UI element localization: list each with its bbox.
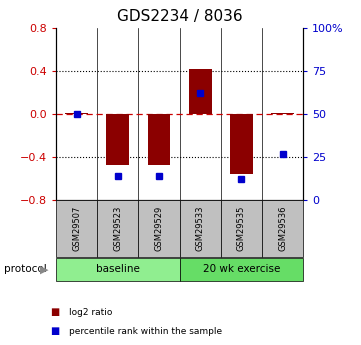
Bar <box>271 113 294 114</box>
Text: 20 wk exercise: 20 wk exercise <box>203 265 280 274</box>
Text: log2 ratio: log2 ratio <box>69 308 112 317</box>
Bar <box>180 200 221 257</box>
Text: ▶: ▶ <box>40 265 49 274</box>
Text: GSM29507: GSM29507 <box>72 206 81 251</box>
Text: GSM29529: GSM29529 <box>155 206 164 251</box>
Bar <box>97 200 138 257</box>
Text: GSM29536: GSM29536 <box>278 206 287 251</box>
Text: baseline: baseline <box>96 265 140 274</box>
Bar <box>138 200 180 257</box>
Bar <box>230 114 253 174</box>
Bar <box>189 69 212 114</box>
Text: protocol: protocol <box>4 265 46 274</box>
Text: GSM29533: GSM29533 <box>196 206 205 251</box>
Bar <box>56 258 180 281</box>
Bar <box>221 200 262 257</box>
Text: ■: ■ <box>51 307 60 317</box>
Text: ■: ■ <box>51 326 60 336</box>
Bar <box>148 114 170 165</box>
Title: GDS2234 / 8036: GDS2234 / 8036 <box>117 9 242 24</box>
Bar <box>65 113 88 114</box>
Text: percentile rank within the sample: percentile rank within the sample <box>69 327 222 336</box>
Text: GSM29523: GSM29523 <box>113 206 122 251</box>
Text: GSM29535: GSM29535 <box>237 206 246 251</box>
Bar <box>106 114 129 165</box>
Bar <box>180 258 303 281</box>
Bar <box>56 200 97 257</box>
Bar <box>262 200 303 257</box>
